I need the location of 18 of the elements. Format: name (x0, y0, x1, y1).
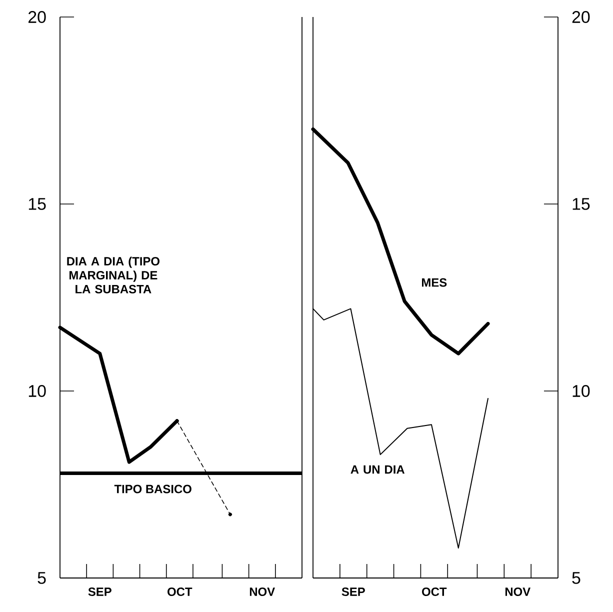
text: DIA A DIA (TIPO MARGINAL) DE LA SUBASTA (67, 256, 160, 294)
y-tick-label: 15 (28, 198, 46, 210)
y-tick-label: 20 (28, 10, 46, 23)
y2-tick-label: 20 (572, 10, 590, 23)
y-tick-label: 10 (28, 385, 46, 397)
x-tick-label: SEP (342, 588, 365, 596)
series-label: A UN DIA (350, 465, 405, 474)
y-tick-label: 5 (38, 572, 46, 584)
x-tick-label: SEP (88, 588, 112, 596)
x-tick-label: OCT (422, 588, 447, 596)
x-tick-label: NOV (250, 588, 275, 596)
y2-tick-label: 5 (572, 572, 580, 584)
y2-tick-label: 10 (572, 385, 590, 397)
ref-line-label: TIPO BASICO (114, 484, 192, 494)
x-tick-label: NOV (505, 588, 530, 596)
x-tick-label: OCT (168, 588, 192, 596)
y2-tick-label: 15 (572, 198, 590, 210)
series-label: MES (422, 278, 447, 287)
